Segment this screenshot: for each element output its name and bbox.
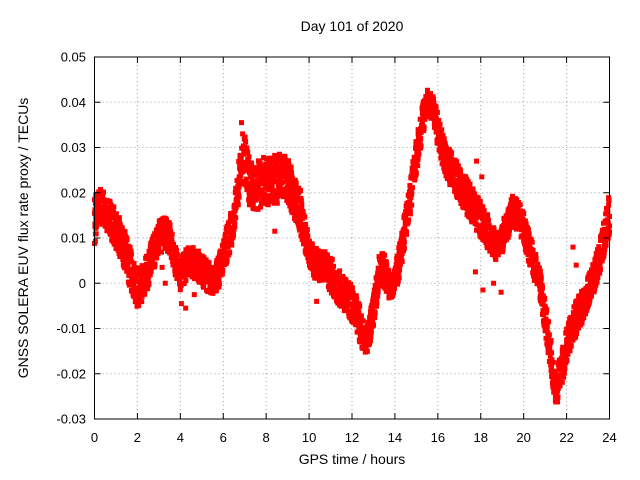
x-tick-label: 14 [388, 430, 402, 445]
x-tick-label: 20 [516, 430, 530, 445]
plot-generated-layers: 0 2 4 6 8 10 12 14 16 18 20 22 240.050.040.030.020.0… [56, 50, 616, 446]
x-tick-labels: 0 2 4 6 8 10 12 14 16 18 20 22 24 [91, 430, 617, 445]
y-tick-label: -0.02 [56, 366, 86, 381]
y-axis-label: GNSS SOLERA EUV flux rate proxy / TECUs [15, 98, 31, 379]
x-tick-label: 24 [602, 430, 616, 445]
x-tick-label: 2 [134, 430, 141, 445]
y-tick-label: 0 [79, 276, 86, 291]
x-tick-label: 16 [431, 430, 445, 445]
y-tick-label: -0.01 [56, 321, 86, 336]
x-tick-label: 8 [263, 430, 270, 445]
y-tick-label: 0.04 [61, 95, 86, 110]
y-tick-label: 0.02 [61, 185, 86, 200]
axis-ticks [94, 56, 610, 420]
x-tick-label: 0 [91, 430, 98, 445]
y-tick-label: 0.01 [61, 231, 86, 246]
x-tick-label: 12 [345, 430, 359, 445]
chart-title: Day 101 of 2020 [301, 18, 404, 34]
y-tick-label: 0.03 [61, 140, 86, 155]
x-tick-label: 10 [302, 430, 316, 445]
x-tick-label: 22 [559, 430, 573, 445]
x-tick-label: 18 [474, 430, 488, 445]
scatter-points [92, 87, 612, 405]
y-tick-label: 0.05 [61, 50, 86, 65]
y-tick-labels: 0.05 0.04 0.03 0.02 0.01 0 -0.01 -0.02 -0.03 [56, 50, 86, 427]
x-axis-label: GPS time / hours [299, 451, 406, 467]
x-tick-label: 4 [177, 430, 184, 445]
x-tick-label: 6 [220, 430, 227, 445]
y-tick-label: -0.03 [56, 412, 86, 427]
